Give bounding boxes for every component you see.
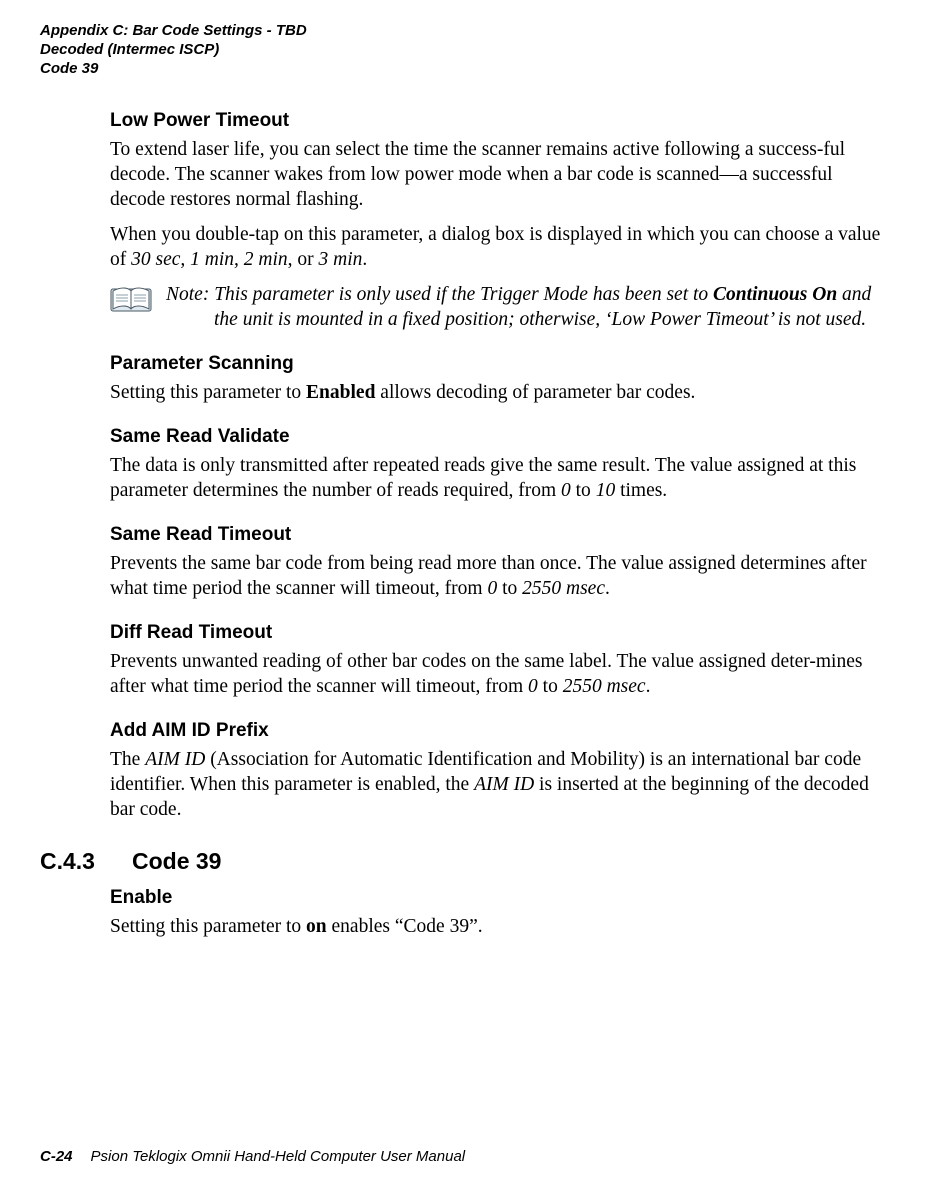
running-header: Appendix C: Bar Code Settings - TBD Deco… [40, 22, 892, 78]
srv-b: times. [615, 480, 667, 501]
low-power-p1: To extend laser life, you can select the… [110, 138, 892, 213]
enable-a: Setting this parameter to [110, 916, 306, 937]
param-scan-bold: Enabled [306, 382, 375, 403]
aim-a: The [110, 749, 145, 770]
header-line-2: Decoded (Intermec ISCP) [40, 41, 892, 60]
low-power-p2-c: . [362, 249, 367, 270]
low-power-p2: When you double-tap on this parameter, a… [110, 223, 892, 273]
same-read-validate-p: The data is only transmitted after repea… [110, 454, 892, 504]
srv-i1: 0 [561, 480, 571, 501]
heading-low-power-timeout: Low Power Timeout [110, 110, 892, 132]
drt-i1: 0 [528, 676, 538, 697]
enable-p: Setting this parameter to on enables “Co… [110, 915, 892, 940]
note-text: Note: This parameter is only used if the… [214, 283, 892, 333]
heading-enable: Enable [110, 887, 892, 909]
srv-a: The data is only transmitted after repea… [110, 455, 856, 501]
drt-i2: 2550 msec [563, 676, 646, 697]
section-number: C.4.3 [40, 848, 132, 875]
aim-i1: AIM ID [145, 749, 205, 770]
aim-i2: AIM ID [474, 774, 534, 795]
aim-p: The AIM ID (Association for Automatic Id… [110, 748, 892, 823]
drt-b: . [646, 676, 651, 697]
low-power-p2-i1: 30 sec, 1 min, 2 min [131, 249, 288, 270]
param-scan-b: allows decoding of parameter bar codes. [375, 382, 695, 403]
srt-b: . [605, 578, 610, 599]
note-a: This parameter is only used if the Trigg… [214, 284, 713, 305]
section-heading-row: C.4.3 Code 39 [40, 848, 892, 875]
header-line-1: Appendix C: Bar Code Settings - TBD [40, 22, 892, 41]
heading-same-read-timeout: Same Read Timeout [110, 524, 892, 546]
page: Appendix C: Bar Code Settings - TBD Deco… [0, 0, 932, 1191]
srt-i1: 0 [487, 578, 497, 599]
note-bold: Continuous On [713, 284, 837, 305]
same-read-timeout-p: Prevents the same bar code from being re… [110, 552, 892, 602]
srt-i2: 2550 msec [522, 578, 605, 599]
content-area: Low Power Timeout To extend laser life, … [110, 110, 892, 940]
diff-read-timeout-p: Prevents unwanted reading of other bar c… [110, 650, 892, 700]
header-line-3: Code 39 [40, 60, 892, 79]
page-number: C-24 [40, 1148, 73, 1165]
book-icon [110, 285, 152, 320]
drt-mid: to [538, 676, 563, 697]
page-footer: C-24 Psion Teklogix Omnii Hand-Held Compu… [40, 1148, 465, 1165]
param-scan-a: Setting this parameter to [110, 382, 306, 403]
low-power-p2-i2: 3 min [319, 249, 363, 270]
low-power-p2-b: , or [288, 249, 319, 270]
note-block: Note: This parameter is only used if the… [110, 283, 892, 333]
srv-i2: 10 [596, 480, 616, 501]
srt-mid: to [497, 578, 522, 599]
enable-bold: on [306, 916, 327, 937]
heading-aim-id-prefix: Add AIM ID Prefix [110, 720, 892, 742]
param-scan-p: Setting this parameter to Enabled allows… [110, 381, 892, 406]
heading-diff-read-timeout: Diff Read Timeout [110, 622, 892, 644]
footer-title: Psion Teklogix Omnii Hand-Held Computer … [91, 1148, 466, 1165]
enable-b: enables “Code 39”. [327, 916, 483, 937]
srv-mid: to [571, 480, 596, 501]
section-title: Code 39 [132, 848, 221, 875]
heading-same-read-validate: Same Read Validate [110, 426, 892, 448]
note-lead: Note: [166, 284, 214, 305]
drt-a: Prevents unwanted reading of other bar c… [110, 651, 862, 697]
heading-parameter-scanning: Parameter Scanning [110, 353, 892, 375]
